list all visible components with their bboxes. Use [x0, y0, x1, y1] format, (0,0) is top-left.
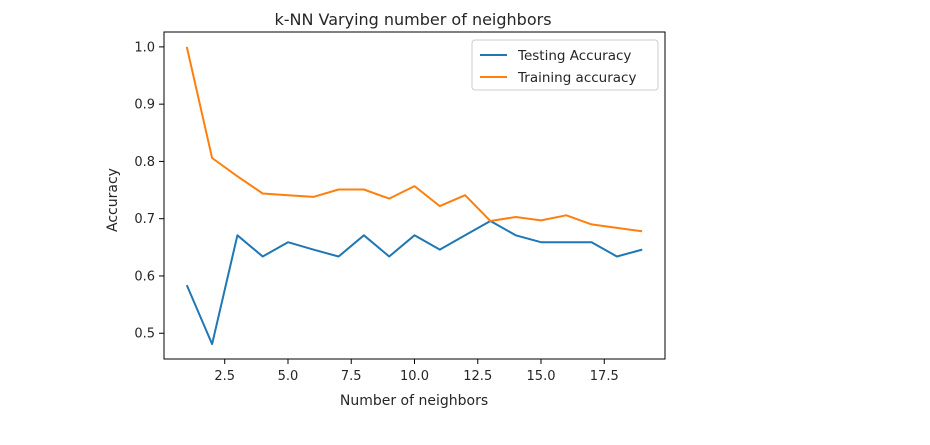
y-axis-label: Accuracy: [105, 168, 121, 232]
legend-label-testing: Testing Accuracy: [517, 48, 631, 64]
x-tick-label: 5.0: [278, 369, 299, 384]
x-tick-label: 10.0: [400, 369, 429, 384]
y-tick-label: 0.6: [134, 269, 155, 284]
series-line-training-accuracy: [185, 46, 643, 233]
x-tick-label: 2.5: [214, 369, 235, 384]
y-axis: 0.5 0.6 0.7 0.8 0.9 1.0: [134, 40, 164, 342]
y-tick-label: 0.8: [134, 155, 155, 170]
legend-label-training: Training accuracy: [517, 70, 636, 86]
y-tick-label: 0.9: [134, 98, 155, 113]
y-tick-label: 0.7: [134, 212, 155, 227]
series-lines: [185, 46, 643, 346]
x-tick-label: 15.0: [527, 369, 556, 384]
chart-title: k-NN Varying number of neighbors: [274, 10, 551, 29]
x-tick-label: 12.5: [463, 369, 492, 384]
y-tick-label: 0.5: [134, 327, 155, 342]
legend-box: [471, 39, 659, 91]
y-tick-label: 1.0: [134, 40, 155, 55]
legend: Testing Accuracy Training accuracy: [471, 39, 659, 91]
x-tick-label: 7.5: [341, 369, 362, 384]
x-axis-label: Number of neighbors: [340, 393, 488, 409]
x-axis: 2.5 5.0 7.5 10.0 12.5 15.0 17.5: [214, 359, 619, 384]
x-tick-label: 17.5: [590, 369, 619, 384]
series-line-testing-accuracy: [185, 220, 643, 346]
